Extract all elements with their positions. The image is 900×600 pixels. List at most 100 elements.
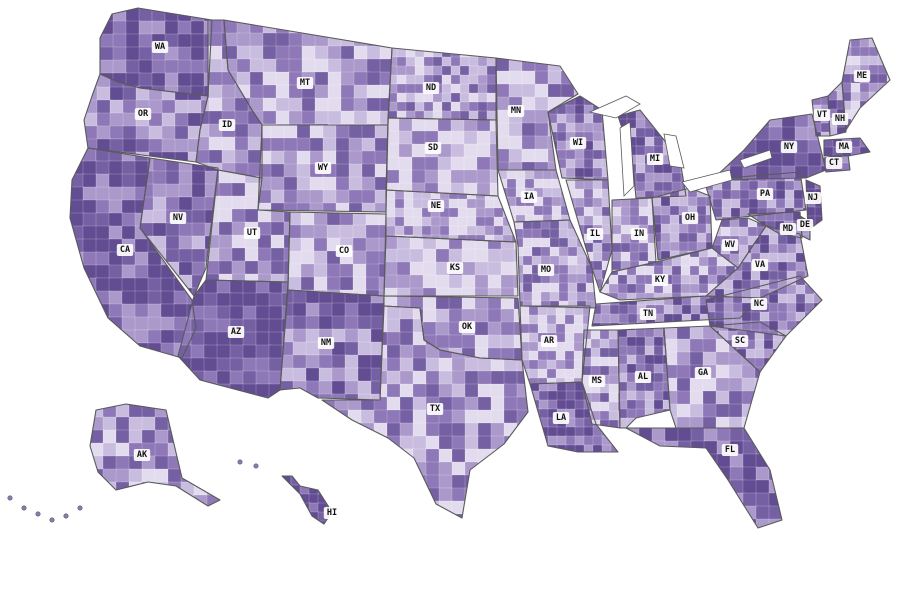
county-cell: [100, 46, 115, 62]
county-cell: [108, 342, 123, 358]
county-cell: [590, 330, 601, 340]
county-cell: [322, 461, 336, 476]
county-cell: [599, 330, 611, 340]
county-cell: [190, 318, 205, 333]
county-cell: [174, 112, 190, 128]
county-cell: [626, 440, 640, 456]
county-cell: [180, 442, 195, 457]
county-cell: [601, 242, 612, 254]
county-cell: [617, 283, 628, 294]
county-cell: [334, 474, 349, 489]
state-label-text: FL: [725, 445, 735, 455]
state-label-ca: CA: [116, 244, 134, 256]
county-cell: [414, 92, 425, 103]
county-cell: [300, 250, 315, 266]
county-cell: [121, 316, 137, 332]
county-cell: [249, 84, 265, 99]
county-cell: [425, 500, 440, 516]
state-label-backing: [317, 337, 335, 349]
county-cell: [599, 419, 610, 428]
counties-nd: [388, 48, 496, 120]
county-cell: [141, 481, 157, 497]
county-cell: [859, 146, 870, 156]
county-cell: [221, 149, 237, 165]
county-cell: [244, 182, 260, 197]
county-cell: [283, 247, 290, 262]
county-cell: [379, 32, 392, 47]
county-cell: [660, 241, 671, 252]
county-cell: [282, 502, 293, 515]
county-cell: [680, 110, 686, 120]
county-cell: [290, 520, 302, 524]
county-cell: [190, 383, 207, 398]
county-cell: [487, 321, 502, 337]
county-cell: [461, 248, 477, 263]
county-cell: [464, 513, 480, 518]
county-cell: [459, 83, 470, 94]
county-cell: [115, 455, 130, 471]
county-cell: [352, 289, 368, 296]
county-cell: [755, 428, 770, 443]
county-cell: [82, 342, 99, 357]
county-cell: [190, 396, 207, 398]
county-cell: [360, 500, 376, 516]
county-cell: [82, 355, 98, 358]
state-label-text: UT: [247, 228, 257, 238]
county-cell: [508, 135, 524, 152]
county-cell: [530, 435, 540, 447]
county-cell: [275, 71, 291, 86]
county-cell: [438, 357, 453, 372]
county-cell: [886, 64, 890, 77]
county-cell: [729, 466, 745, 481]
county-cell: [496, 83, 511, 99]
county-cell: [247, 136, 262, 152]
county-cell: [373, 500, 390, 515]
county-cell: [503, 461, 520, 478]
county-cell: [425, 513, 441, 518]
state-label-al: AL: [634, 371, 652, 383]
county-cell: [626, 479, 641, 494]
county-cell: [357, 328, 372, 345]
county-cell: [82, 329, 98, 344]
county-cell: [886, 100, 890, 112]
county-cell: [178, 248, 193, 264]
county-cell: [556, 399, 567, 410]
county-cell: [728, 377, 745, 392]
county-cell: [165, 183, 180, 199]
county-cell: [486, 48, 496, 58]
county-cell: [234, 110, 249, 125]
county-cell: [386, 448, 402, 463]
county-cell: [373, 448, 388, 465]
county-cell: [558, 220, 569, 230]
county-cell: [296, 189, 313, 205]
county-cell: [484, 216, 496, 228]
county-cell: [216, 370, 232, 385]
county-cell: [318, 315, 333, 330]
county-cell: [716, 492, 731, 508]
state-ks-border: [383, 235, 519, 297]
county-cell: [257, 247, 274, 262]
county-cell: [191, 248, 208, 265]
county-cell: [690, 505, 707, 521]
state-label-md: MD: [779, 223, 797, 235]
county-cell: [300, 263, 316, 279]
county-cell: [299, 511, 312, 524]
state-ak-border: [89, 403, 221, 507]
county-cell: [477, 487, 492, 503]
county-cell: [560, 214, 570, 222]
county-cell: [635, 163, 646, 174]
county-cell: [70, 264, 85, 280]
county-cell: [236, 45, 251, 61]
state-label-backing: [151, 41, 169, 53]
county-cell: [193, 429, 210, 444]
state-label-ut: UT: [243, 227, 261, 239]
state-label-backing: [569, 137, 587, 149]
counties-mt: [224, 20, 392, 125]
county-cell: [422, 261, 437, 277]
state-label-sd: SD: [424, 142, 442, 154]
state-label-text: CA: [120, 245, 130, 255]
county-cell: [451, 513, 468, 518]
county-cell: [644, 336, 656, 347]
county-cell: [249, 32, 264, 47]
county-cell: [255, 318, 270, 333]
